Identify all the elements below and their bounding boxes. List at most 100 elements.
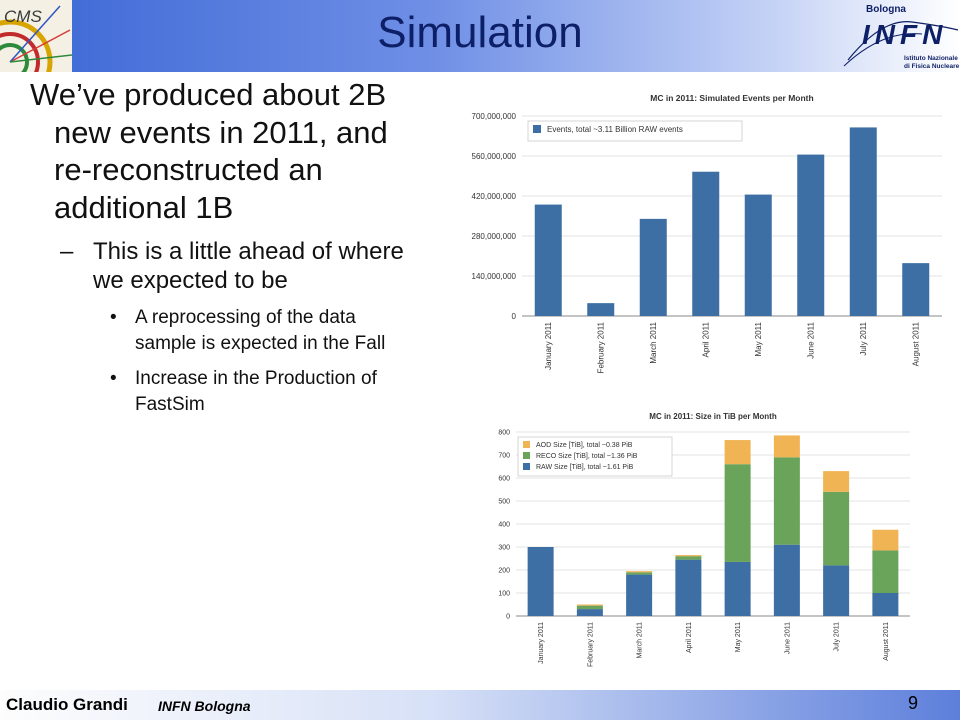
- chart-title: MC in 2011: Simulated Events per Month: [650, 93, 813, 103]
- y-tick-label: 700: [498, 452, 510, 459]
- x-tick-label: July 2011: [859, 321, 868, 355]
- sub-bullet-text: This is a little ahead of where we expec…: [93, 238, 404, 294]
- y-tick-label: 300: [498, 544, 510, 551]
- events-per-month-chart: MC in 2011: Simulated Events per Month 0 1…: [472, 93, 942, 373]
- sub-bullet: – This is a little ahead of where we exp…: [60, 238, 410, 295]
- sub-sub-bullet-marker: •: [110, 368, 117, 389]
- y-tick-label: 280,000,000: [472, 232, 517, 241]
- y-tick-label: 500: [498, 498, 510, 505]
- footer-affiliation: INFN Bologna: [158, 698, 251, 714]
- chart-title: MC in 2011: Size in TiB per Month: [649, 412, 777, 421]
- slide-body: We’ve produced about 2B new events in 20…: [30, 76, 410, 417]
- legend-swatch: [523, 452, 530, 459]
- bar: [675, 555, 702, 557]
- infn-logo: Bologna INFN Istituto Nazionale di Fisic…: [842, 0, 960, 72]
- y-tick-label: 400: [498, 521, 510, 528]
- x-tick-label: April 2011: [702, 321, 711, 357]
- cms-logo-graphic: CMS: [0, 5, 72, 72]
- page-title: Simulation: [377, 8, 583, 57]
- sub-sub-bullet-1: • A reprocessing of the data sample is e…: [110, 305, 410, 356]
- legend-label: RECO Size [TiB], total ~1.36 PiB: [536, 453, 638, 460]
- cms-logo: CMS: [0, 0, 72, 72]
- sub-sub-bullet-text: A reprocessing of the data sample is exp…: [135, 307, 386, 354]
- legend-swatch: [523, 441, 530, 448]
- x-tick-label: January 2011: [544, 321, 553, 369]
- bar: [587, 303, 615, 316]
- y-tick-label: 420,000,000: [472, 192, 517, 201]
- bar: [576, 605, 603, 610]
- x-tick-label: June 2011: [784, 622, 791, 654]
- bar: [626, 572, 653, 575]
- legend-label: RAW Size [TiB], total ~1.61 PiB: [536, 464, 634, 471]
- y-tick-label: 800: [498, 429, 510, 436]
- x-tick-label: April 2011: [686, 622, 693, 653]
- bar: [872, 593, 899, 616]
- x-tick-label: February 2011: [587, 622, 594, 667]
- x-tick-label: August 2011: [912, 321, 921, 366]
- bar: [872, 529, 899, 551]
- y-tick-label: 600: [498, 475, 510, 482]
- x-tick-label: May 2011: [735, 622, 742, 652]
- y-tick-label: 100: [498, 590, 510, 597]
- legend-swatch: [523, 463, 530, 470]
- page-number: 9: [908, 693, 919, 713]
- bar: [675, 559, 702, 616]
- bar: [527, 547, 554, 616]
- infn-logo-city: Bologna: [866, 4, 906, 15]
- y-tick-label: 0: [512, 312, 517, 321]
- bar: [724, 464, 751, 562]
- x-tick-label: March 2011: [637, 622, 644, 659]
- bar: [823, 491, 850, 566]
- bar: [724, 440, 751, 465]
- bar: [639, 218, 667, 316]
- y-tick-label: 560,000,000: [472, 152, 517, 161]
- main-bullet: We’ve produced about 2B new events in 20…: [30, 77, 388, 225]
- infn-logo-graphic: Bologna INFN Istituto Nazionale di Fisic…: [843, 4, 960, 70]
- bar: [724, 561, 751, 616]
- x-tick-label: January 2011: [538, 622, 545, 664]
- x-tick-label: July 2011: [834, 622, 841, 652]
- bar: [872, 550, 899, 593]
- footer-bar: [0, 690, 960, 720]
- bar: [534, 204, 562, 316]
- x-tick-label: June 2011: [807, 321, 816, 358]
- y-tick-label: 0: [506, 613, 510, 620]
- bar: [692, 171, 720, 316]
- bar: [823, 565, 850, 616]
- legend-box: [527, 120, 743, 142]
- bar: [576, 609, 603, 616]
- bar: [773, 457, 800, 545]
- infn-logo-line2: di Fisica Nucleare: [904, 63, 960, 70]
- sub-sub-bullet-text: Increase in the Production of FastSim: [135, 368, 377, 415]
- y-tick-label: 140,000,000: [472, 272, 517, 281]
- x-tick-label: May 2011: [754, 321, 763, 356]
- infn-logo-line1: Istituto Nazionale: [904, 55, 958, 62]
- bar: [823, 471, 850, 492]
- sub-bullet-marker: –: [60, 238, 74, 265]
- footer-author: Claudio Grandi: [6, 695, 128, 714]
- legend-box: [517, 436, 673, 477]
- bar: [773, 544, 800, 616]
- bar: [675, 556, 702, 560]
- legend-label: AOD Size [TiB], total ~0.38 PiB: [536, 442, 633, 449]
- bar: [902, 263, 930, 316]
- sub-sub-bullet-marker: •: [110, 307, 117, 328]
- x-tick-label: August 2011: [883, 622, 890, 661]
- title-bar: [0, 0, 960, 72]
- bar: [773, 435, 800, 458]
- size-per-month-chart: MC in 2011: Size in TiB per Month 0 100 200…: [498, 412, 910, 667]
- bar: [744, 194, 772, 316]
- bar: [797, 154, 825, 316]
- bar: [849, 127, 877, 316]
- x-tick-label: February 2011: [597, 321, 606, 373]
- y-tick-label: 700,000,000: [472, 112, 517, 121]
- y-tick-label: 200: [498, 567, 510, 574]
- bar: [626, 574, 653, 616]
- bar: [626, 571, 653, 573]
- cms-logo-text: CMS: [4, 7, 42, 26]
- sub-sub-bullet-2: • Increase in the Production of FastSim: [110, 366, 410, 417]
- legend-swatch: [533, 125, 541, 133]
- x-tick-label: March 2011: [649, 321, 658, 363]
- bar: [576, 604, 603, 606]
- legend-label: Events, total ~3.11 Billion RAW events: [547, 125, 683, 134]
